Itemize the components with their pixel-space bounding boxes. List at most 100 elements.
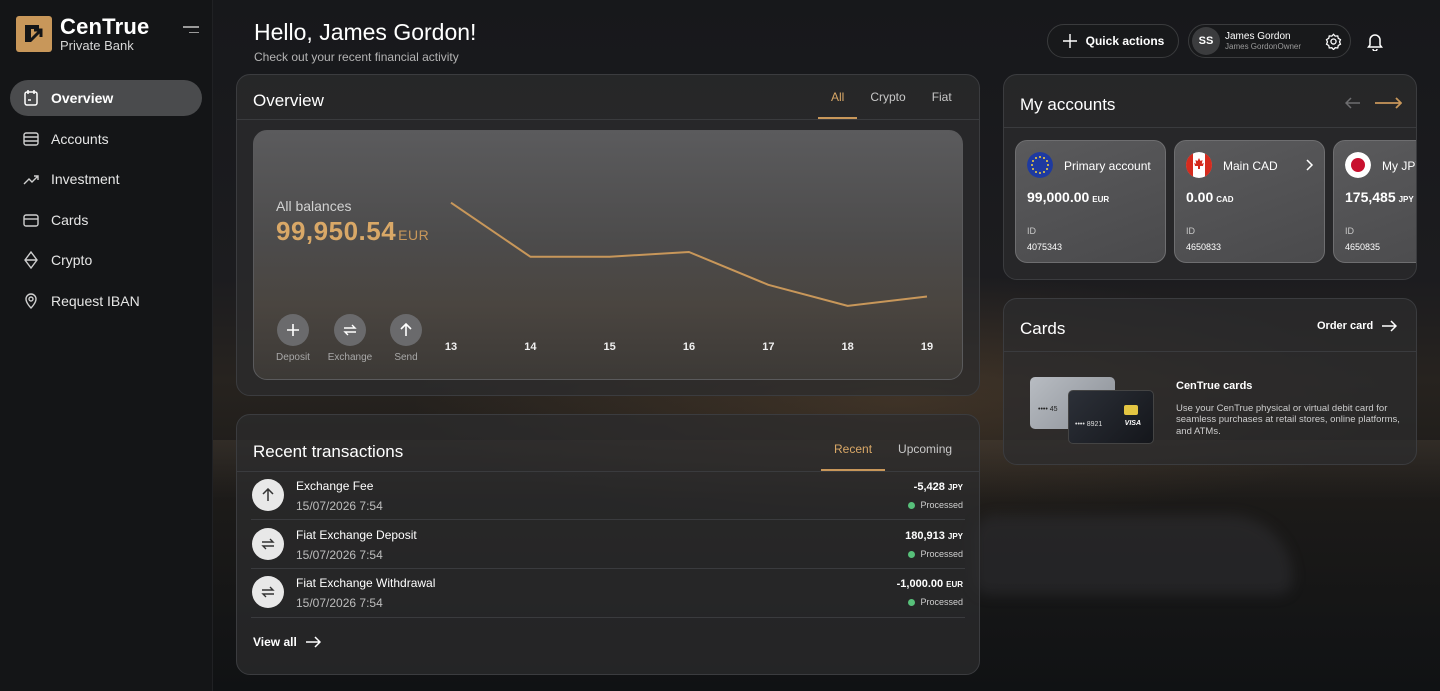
order-card-button[interactable]: Order card [1317, 320, 1398, 332]
account-name: Primary account [1064, 159, 1151, 173]
account-balance: 0.00 CAD [1186, 189, 1234, 205]
balance-label: All balances [276, 198, 352, 214]
bell-icon[interactable] [1366, 32, 1384, 51]
exchange-icon [261, 586, 275, 598]
balance-currency: EUR [398, 227, 430, 243]
brand-name: CenTrue [60, 14, 150, 39]
status-badge: Processed [908, 500, 963, 510]
overview-title: Overview [253, 91, 324, 110]
sidebar-item-crypto[interactable]: Crypto [10, 242, 202, 278]
view-all-link[interactable]: View all [253, 635, 321, 649]
gear-icon[interactable] [1325, 33, 1342, 50]
sidebar-item-cards[interactable]: Cards [10, 202, 202, 238]
calendar-icon [24, 90, 38, 106]
x-tick-label: 14 [524, 341, 537, 353]
sidebar: CenTrue Private Bank Overview Accounts I… [0, 0, 213, 691]
account-id: 4650835 [1345, 242, 1381, 252]
balance-line-chart: 13 14 15 16 17 18 19 [445, 201, 933, 353]
transactions-panel: Recent transactions Recent Upcoming [236, 414, 980, 675]
transaction-name: Exchange Fee [296, 479, 374, 493]
accounts-title: My accounts [1020, 95, 1116, 114]
cards-promo-description: Use your CenTrue physical or virtual deb… [1176, 403, 1400, 437]
transactions-title: Recent transactions [253, 442, 404, 461]
transaction-date: 15/07/2026 7:54 [296, 499, 383, 513]
canada-flag-icon [1186, 152, 1212, 178]
divider [237, 119, 979, 120]
account-card[interactable]: Primary account 99,000.00 EUR ID 4075343 [1015, 140, 1166, 263]
table-row[interactable]: Fiat Exchange Deposit 15/07/2026 7:54 18… [236, 520, 980, 568]
divider [237, 471, 979, 472]
sidebar-item-investment[interactable]: Investment [10, 161, 202, 197]
sidebar-item-label: Accounts [51, 130, 109, 147]
account-id-label: ID [1027, 226, 1036, 236]
collapse-sidebar-icon[interactable] [183, 26, 199, 36]
transaction-name: Fiat Exchange Withdrawal [296, 576, 436, 590]
user-menu[interactable]: SS James Gordon James GordonOwner [1188, 24, 1351, 58]
accounts-carousel: Primary account 99,000.00 EUR ID 4075343 … [1004, 130, 1416, 270]
table-row[interactable]: Exchange Fee 15/07/2026 7:54 -5,428 JPY P… [236, 471, 980, 519]
arrow-right-icon [1382, 320, 1398, 332]
card-chip [1124, 405, 1138, 415]
account-id: 4650833 [1186, 242, 1222, 252]
deposit-action[interactable]: Deposit [263, 314, 323, 363]
exchange-label: Exchange [327, 352, 373, 363]
account-id-label: ID [1345, 226, 1354, 236]
arrow-right-icon[interactable] [1374, 97, 1402, 109]
trend-up-icon [23, 175, 39, 185]
japan-flag-icon [1345, 152, 1371, 178]
user-role: James GordonOwner [1225, 41, 1302, 51]
series-line [450, 201, 928, 307]
sidebar-item-accounts[interactable]: Accounts [10, 121, 202, 157]
chevron-right-icon[interactable] [1306, 159, 1314, 171]
tab-recent[interactable]: Recent [821, 427, 886, 471]
transactions-tabs: Recent Upcoming [821, 427, 965, 471]
quick-actions-button[interactable]: Quick actions [1047, 24, 1179, 58]
arrow-up-icon [262, 488, 274, 501]
exchange-icon [343, 324, 357, 336]
send-label: Send [394, 352, 418, 363]
transaction-amount: 180,913 JPY [905, 530, 963, 542]
brand-logo[interactable]: CenTrue Private Bank [16, 16, 149, 52]
order-card-label: Order card [1317, 320, 1374, 332]
account-card[interactable]: Main CAD 0.00 CAD ID 4650833 [1174, 140, 1325, 263]
wallet-icon [23, 131, 39, 146]
page-subtitle: Check out your recent financial activity [254, 50, 459, 64]
brand-mark-icon [16, 16, 52, 52]
x-tick-label: 17 [762, 341, 774, 353]
tab-all[interactable]: All [818, 75, 858, 119]
sidebar-item-overview[interactable]: Overview [10, 80, 202, 116]
status-badge: Processed [908, 597, 963, 607]
divider [1004, 127, 1416, 128]
exchange-action[interactable]: Exchange [320, 314, 380, 363]
card-front-image: •••• 8921 VISA [1068, 390, 1154, 444]
divider [1004, 351, 1416, 352]
x-tick-label: 15 [604, 341, 616, 353]
sidebar-item-label: Cards [51, 211, 89, 228]
sidebar-item-label: Crypto [51, 252, 93, 268]
balance-value: 99,950.54 EUR [276, 216, 429, 247]
send-action[interactable]: Send [376, 314, 436, 363]
x-tick-label: 19 [921, 341, 933, 353]
account-name: My JPY [1382, 159, 1416, 173]
account-id: 4075343 [1027, 242, 1063, 252]
page-title: Hello, James Gordon! [254, 19, 477, 45]
user-name: James Gordon [1225, 30, 1291, 42]
sidebar-nav: Overview Accounts Investment Cards Crypt… [10, 80, 202, 323]
tab-crypto[interactable]: Crypto [870, 90, 906, 104]
arrow-left-icon[interactable] [1345, 97, 1361, 109]
transaction-amount: -1,000.00 EUR [896, 578, 963, 590]
quick-actions-label: Quick actions [1085, 34, 1165, 48]
sidebar-item-label: Request IBAN [51, 292, 140, 309]
account-balance: 175,485 JPY [1345, 189, 1414, 205]
transaction-date: 15/07/2026 7:54 [296, 548, 383, 562]
account-balance: 99,000.00 EUR [1027, 189, 1110, 205]
balance-amount: 99,950.54 [276, 216, 397, 246]
table-row[interactable]: Fiat Exchange Withdrawal 15/07/2026 7:54… [236, 568, 980, 616]
tab-upcoming[interactable]: Upcoming [898, 442, 953, 456]
card-icon [23, 213, 39, 227]
transaction-date: 15/07/2026 7:54 [296, 596, 383, 610]
sidebar-item-request-iban[interactable]: Request IBAN [10, 283, 202, 319]
overview-tabs: All Crypto Fiat [818, 75, 965, 119]
tab-fiat[interactable]: Fiat [931, 90, 952, 104]
